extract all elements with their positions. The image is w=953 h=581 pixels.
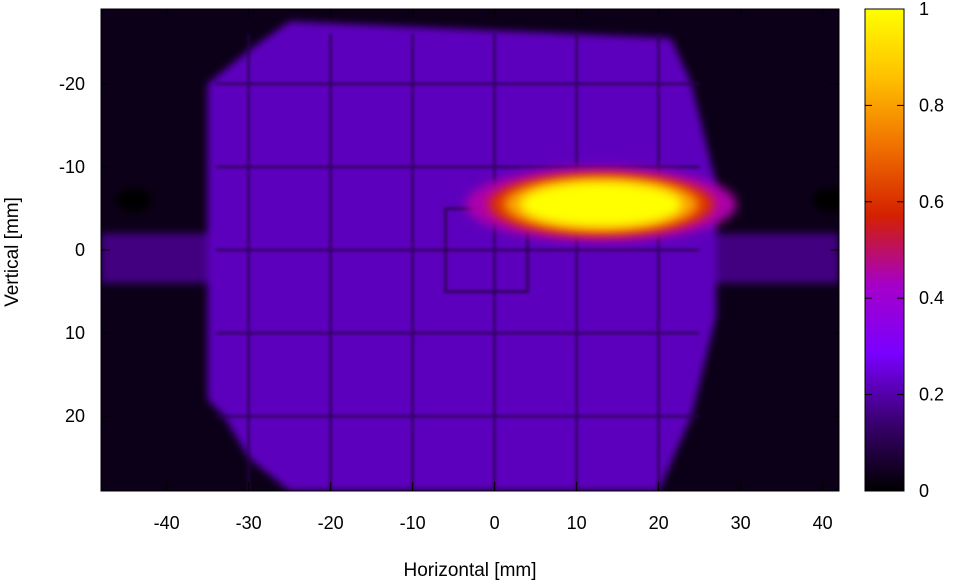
y-axis: -20 -10 0 10 20: [59, 74, 839, 426]
x-tick-label: -40: [154, 513, 180, 533]
heatmap-dark-spot: [812, 188, 839, 213]
y-tick-label: 0: [75, 240, 85, 260]
x-tick-label: -10: [400, 513, 426, 533]
y-tick-label: -20: [59, 74, 85, 94]
x-tick-label: 30: [731, 513, 751, 533]
colorbar-tick-label: 1: [919, 0, 929, 19]
x-axis-title: Horizontal [mm]: [403, 560, 536, 581]
x-tick-label: 20: [649, 513, 669, 533]
colorbar-tick-label: 0.8: [919, 95, 944, 115]
colorbar-tick-label: 0: [919, 481, 929, 501]
plate-grid-lines: [215, 33, 700, 491]
x-tick-label: -20: [318, 513, 344, 533]
heatmap-plot-area: [101, 9, 839, 491]
x-tick-label: -30: [236, 513, 262, 533]
y-tick-label: -10: [59, 157, 85, 177]
x-tick-label: 10: [567, 513, 587, 533]
colorbar: 0 0.2 0.4 0.6 0.8 1: [864, 0, 944, 501]
colorbar-tick-label: 0.6: [919, 192, 944, 212]
heatmap-dark-spot: [115, 188, 152, 213]
x-tick-label: 40: [813, 513, 833, 533]
colorbar-tick-label: 0.4: [919, 288, 944, 308]
x-tick-label: 0: [490, 513, 500, 533]
y-tick-label: 10: [65, 323, 85, 343]
colorbar-scale: [864, 8, 905, 492]
heatmap-plate-region: [207, 21, 716, 491]
y-tick-label: 20: [65, 406, 85, 426]
y-axis-title: Vertical [mm]: [2, 197, 23, 307]
heatmap-hot-spot: [520, 181, 683, 227]
colorbar-tick-label: 0.2: [919, 385, 944, 405]
x-axis: -40 -30 -20 -10 0 10 20 30 40: [154, 9, 833, 533]
